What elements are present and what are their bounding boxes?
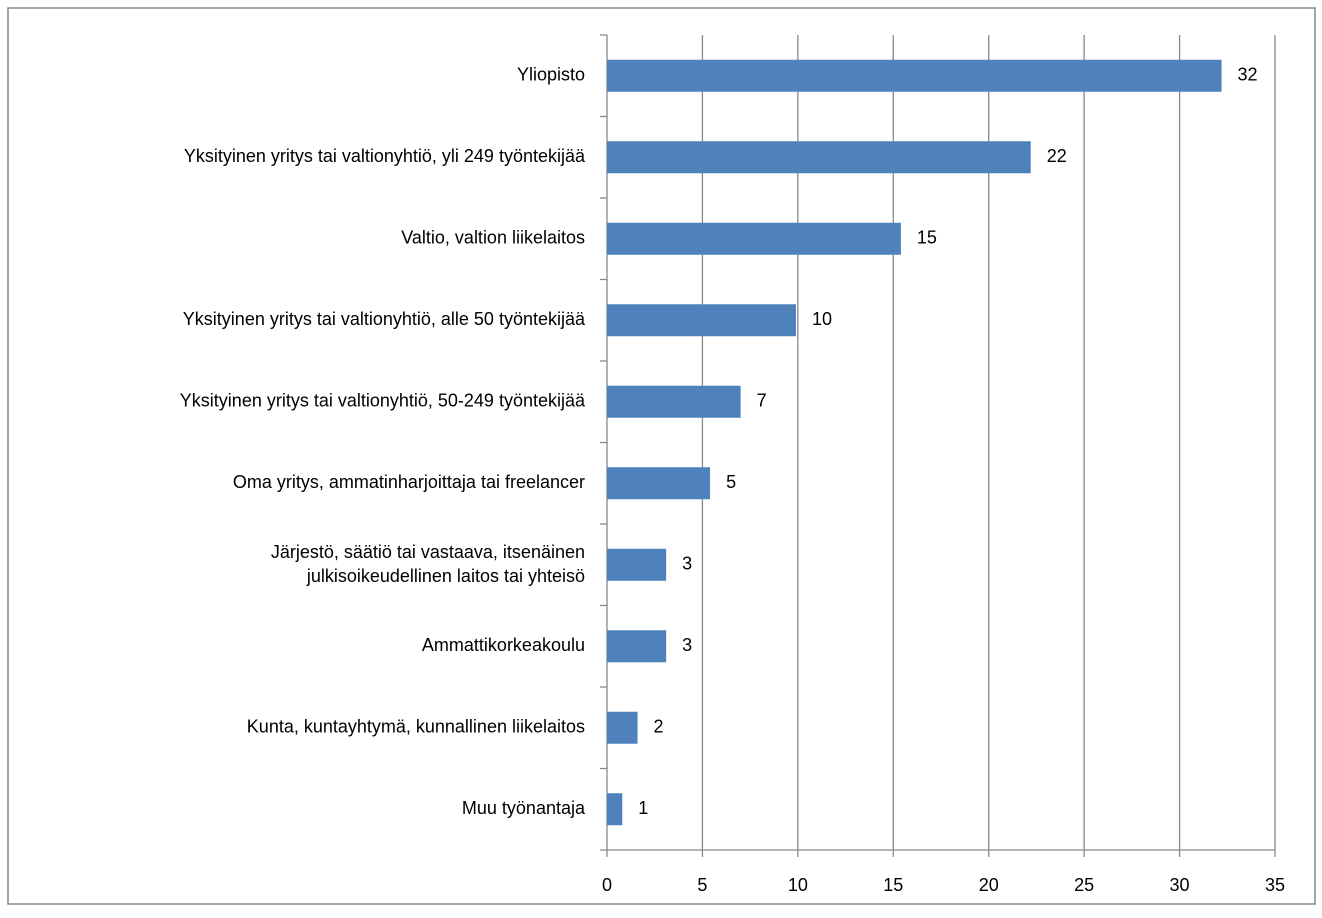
y-tick-label: Muu työnantaja bbox=[462, 798, 586, 818]
data-label: 10 bbox=[812, 309, 832, 329]
data-label: 22 bbox=[1047, 146, 1067, 166]
y-tick-label: Yliopisto bbox=[517, 65, 585, 85]
x-tick-label: 20 bbox=[979, 875, 999, 895]
data-label: 2 bbox=[654, 717, 664, 737]
y-tick-label: Ammattikorkeakoulu bbox=[422, 635, 585, 655]
y-tick-label: Järjestö, säätiö tai vastaava, itsenäine… bbox=[271, 542, 585, 586]
x-tick-label: 0 bbox=[602, 875, 612, 895]
y-tick-label: Yksityinen yritys tai valtionyhtiö, yli … bbox=[184, 146, 586, 166]
data-label: 7 bbox=[757, 391, 767, 411]
data-label: 3 bbox=[682, 554, 692, 574]
x-tick-label: 25 bbox=[1074, 875, 1094, 895]
x-tick-label: 30 bbox=[1170, 875, 1190, 895]
data-label: 1 bbox=[638, 798, 648, 818]
y-tick-label: Kunta, kuntayhtymä, kunnallinen liikelai… bbox=[247, 717, 585, 737]
bar bbox=[607, 711, 638, 744]
data-label: 32 bbox=[1238, 65, 1258, 85]
bar bbox=[607, 548, 667, 581]
x-tick-label: 10 bbox=[788, 875, 808, 895]
bar bbox=[607, 793, 623, 826]
y-tick-label: Yksityinen yritys tai valtionyhtiö, alle… bbox=[183, 309, 586, 329]
bar bbox=[607, 222, 901, 255]
bar bbox=[607, 385, 741, 418]
bar bbox=[607, 467, 711, 500]
x-tick-label: 5 bbox=[697, 875, 707, 895]
y-tick-label: Valtio, valtion liikelaitos bbox=[401, 228, 585, 248]
y-tick-label: Yksityinen yritys tai valtionyhtiö, 50-2… bbox=[180, 391, 586, 411]
x-tick-label: 15 bbox=[883, 875, 903, 895]
bar bbox=[607, 59, 1222, 92]
bar bbox=[607, 141, 1031, 174]
x-tick-label: 35 bbox=[1265, 875, 1285, 895]
data-label: 5 bbox=[726, 472, 736, 492]
bar bbox=[607, 304, 796, 337]
data-label: 3 bbox=[682, 635, 692, 655]
data-label: 15 bbox=[917, 228, 937, 248]
y-tick-label: Oma yritys, ammatinharjoittaja tai freel… bbox=[233, 472, 585, 492]
bar bbox=[607, 630, 667, 663]
